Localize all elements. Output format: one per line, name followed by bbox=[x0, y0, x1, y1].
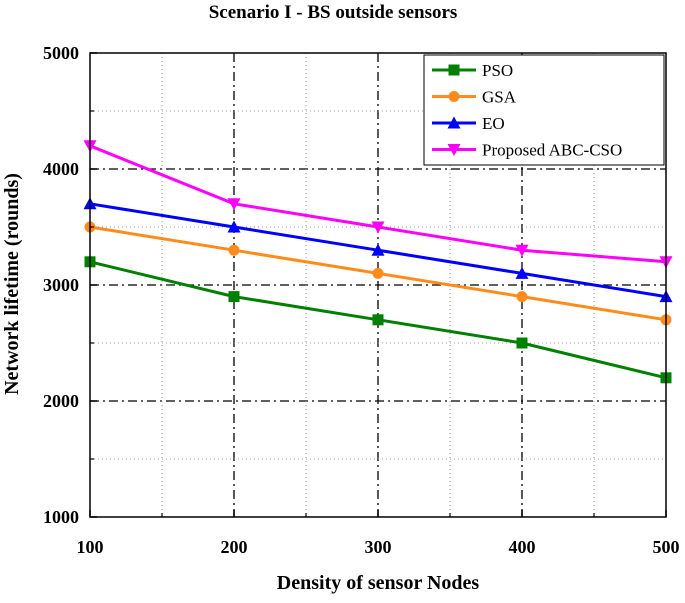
y-tick-label-0: 1000 bbox=[43, 507, 79, 527]
y-tick-label-2: 3000 bbox=[43, 275, 79, 295]
data-point-eo-1 bbox=[227, 220, 241, 233]
chart-title: Scenario I - BS outside sensors bbox=[209, 2, 458, 23]
legend-box bbox=[423, 54, 665, 166]
legend-marker-pso bbox=[448, 64, 460, 76]
data-point-gsa-2 bbox=[372, 267, 384, 279]
legend-marker-proposed-abc-cso bbox=[447, 144, 461, 156]
y-tick-label-1: 2000 bbox=[43, 391, 79, 411]
y-tick-label-4: 5000 bbox=[43, 43, 79, 63]
legend: PSO GSA EO Proposed ABC-CSO bbox=[423, 54, 665, 166]
legend-label-proposed-abc-cso: Proposed ABC-CSO bbox=[482, 141, 622, 160]
axes: 100 200 300 400 500 1000 2000 3000 4000 5000 bbox=[43, 43, 680, 557]
data-point-eo-2 bbox=[371, 243, 385, 256]
legend-marker-eo bbox=[447, 116, 461, 129]
x-tick-label-0: 100 bbox=[77, 537, 104, 557]
data-point-proposed-abc-cso-3 bbox=[515, 244, 529, 257]
legend-label-gsa: GSA bbox=[482, 88, 517, 107]
data-point-proposed-abc-cso-2 bbox=[371, 221, 385, 234]
y-axis-label: Network lifetime (rounds) bbox=[1, 173, 23, 395]
x-tick-label-3: 400 bbox=[509, 537, 536, 557]
data-point-eo-3 bbox=[515, 266, 529, 279]
data-point-gsa-1 bbox=[228, 244, 240, 256]
data-point-gsa-3 bbox=[516, 291, 528, 303]
legend-label-pso: PSO bbox=[482, 61, 513, 80]
legend-marker-gsa bbox=[448, 91, 460, 102]
x-tick-label-2: 300 bbox=[365, 537, 392, 557]
legend-label-eo: EO bbox=[482, 114, 505, 133]
x-tick-label-4: 500 bbox=[653, 537, 680, 557]
data-point-pso-1 bbox=[228, 291, 240, 303]
data-point-pso-2 bbox=[372, 314, 384, 326]
x-tick-label-1: 200 bbox=[221, 537, 248, 557]
y-tick-label-3: 4000 bbox=[43, 159, 79, 179]
data-point-proposed-abc-cso-1 bbox=[227, 198, 241, 211]
data-point-pso-3 bbox=[516, 337, 528, 349]
x-axis-label: Density of sensor Nodes bbox=[277, 572, 480, 594]
